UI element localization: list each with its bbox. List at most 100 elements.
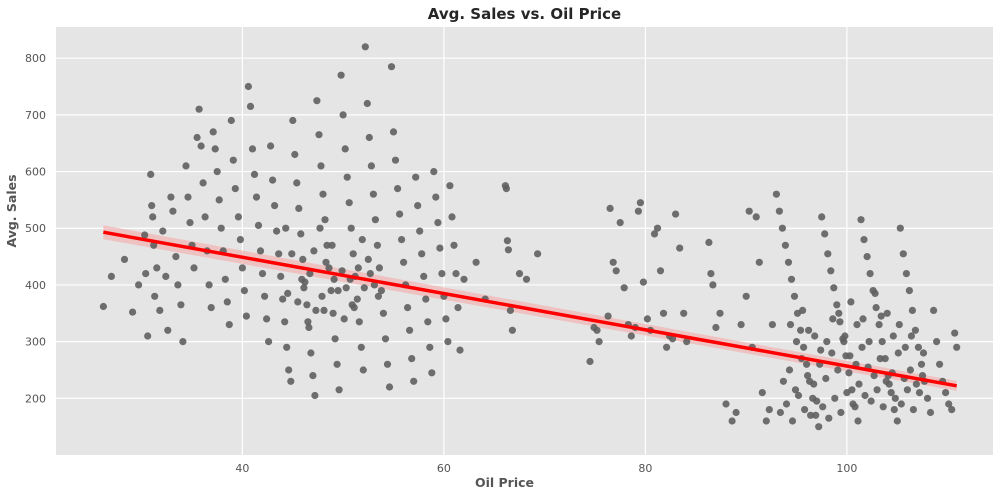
data-point — [810, 380, 818, 388]
data-point — [328, 241, 336, 249]
data-point — [612, 267, 620, 275]
data-point — [765, 406, 773, 414]
data-point — [919, 349, 928, 357]
data-point — [365, 133, 373, 142]
data-point — [786, 321, 795, 329]
tick-labels: 40 60 80 100 200 300 400 500 600 700 800 — [25, 52, 857, 475]
data-point — [375, 264, 383, 272]
data-point — [861, 391, 869, 400]
data-point — [866, 270, 874, 278]
data-point — [281, 318, 289, 326]
data-point — [275, 250, 283, 258]
data-point — [833, 301, 841, 309]
data-point — [788, 417, 797, 425]
data-point — [452, 270, 460, 278]
data-point — [659, 309, 668, 317]
data-point — [907, 332, 916, 340]
data-point — [408, 355, 416, 363]
data-point — [772, 190, 781, 198]
data-point — [129, 308, 137, 316]
data-point — [285, 366, 293, 374]
y-tick-label: 700 — [25, 109, 46, 122]
data-point — [840, 338, 848, 346]
chart-title: Avg. Sales vs. Oil Price — [428, 5, 621, 23]
data-point — [742, 292, 750, 300]
data-point — [354, 264, 362, 272]
data-point — [663, 343, 671, 351]
data-point — [358, 236, 366, 244]
data-point — [341, 145, 349, 153]
data-point — [901, 343, 909, 351]
data-point — [288, 250, 296, 258]
data-point — [818, 213, 826, 221]
regression-line-layer — [103, 230, 958, 388]
data-point — [323, 241, 331, 249]
data-point — [149, 213, 157, 221]
data-point — [650, 230, 659, 238]
data-point — [606, 204, 614, 212]
data-point — [813, 397, 821, 405]
data-point — [294, 298, 302, 306]
data-point — [430, 168, 438, 176]
data-point — [891, 394, 899, 402]
data-point — [242, 312, 250, 320]
data-point — [804, 372, 812, 380]
data-point — [906, 366, 915, 374]
data-point — [374, 292, 382, 300]
data-point — [207, 304, 215, 312]
data-point — [418, 250, 426, 258]
data-point — [221, 275, 229, 283]
y-tick-label: 600 — [25, 166, 46, 179]
data-point — [845, 369, 853, 377]
data-point — [330, 275, 338, 283]
data-point — [830, 284, 838, 292]
data-point — [636, 199, 645, 207]
data-point — [184, 193, 192, 201]
data-point — [258, 270, 267, 278]
data-point — [107, 272, 115, 280]
data-point — [436, 244, 444, 252]
data-point — [195, 105, 203, 113]
data-point — [824, 250, 832, 258]
data-point — [342, 284, 350, 292]
data-point — [307, 349, 315, 357]
x-tick-label: 100 — [836, 462, 857, 475]
data-point — [908, 306, 917, 314]
data-point — [389, 128, 398, 136]
data-point — [310, 247, 318, 255]
data-point — [882, 377, 890, 385]
data-point — [371, 216, 379, 224]
data-point — [327, 287, 335, 295]
data-point — [318, 292, 326, 300]
data-point — [881, 355, 889, 363]
data-point — [234, 213, 242, 221]
data-point — [859, 315, 867, 323]
data-point — [858, 343, 866, 351]
data-point — [361, 43, 369, 51]
data-point — [359, 366, 367, 374]
data-point — [857, 216, 865, 224]
data-point — [420, 272, 428, 280]
data-point — [811, 332, 819, 340]
data-point — [450, 241, 458, 249]
data-point — [438, 270, 446, 278]
data-point — [791, 386, 800, 394]
x-axis-label: Oil Price — [475, 475, 534, 490]
data-point — [781, 241, 790, 249]
data-point — [227, 116, 235, 125]
data-point — [329, 309, 337, 317]
data-point — [825, 414, 833, 422]
data-point — [948, 406, 956, 414]
data-point — [899, 250, 907, 258]
data-point — [379, 309, 387, 317]
data-point — [269, 176, 277, 184]
data-point — [238, 264, 246, 272]
data-point — [716, 309, 724, 317]
data-point — [151, 292, 159, 300]
data-point — [428, 369, 436, 377]
data-point — [803, 360, 811, 368]
x-tick-label: 80 — [638, 462, 652, 475]
data-point — [404, 304, 412, 312]
data-point — [817, 346, 825, 354]
